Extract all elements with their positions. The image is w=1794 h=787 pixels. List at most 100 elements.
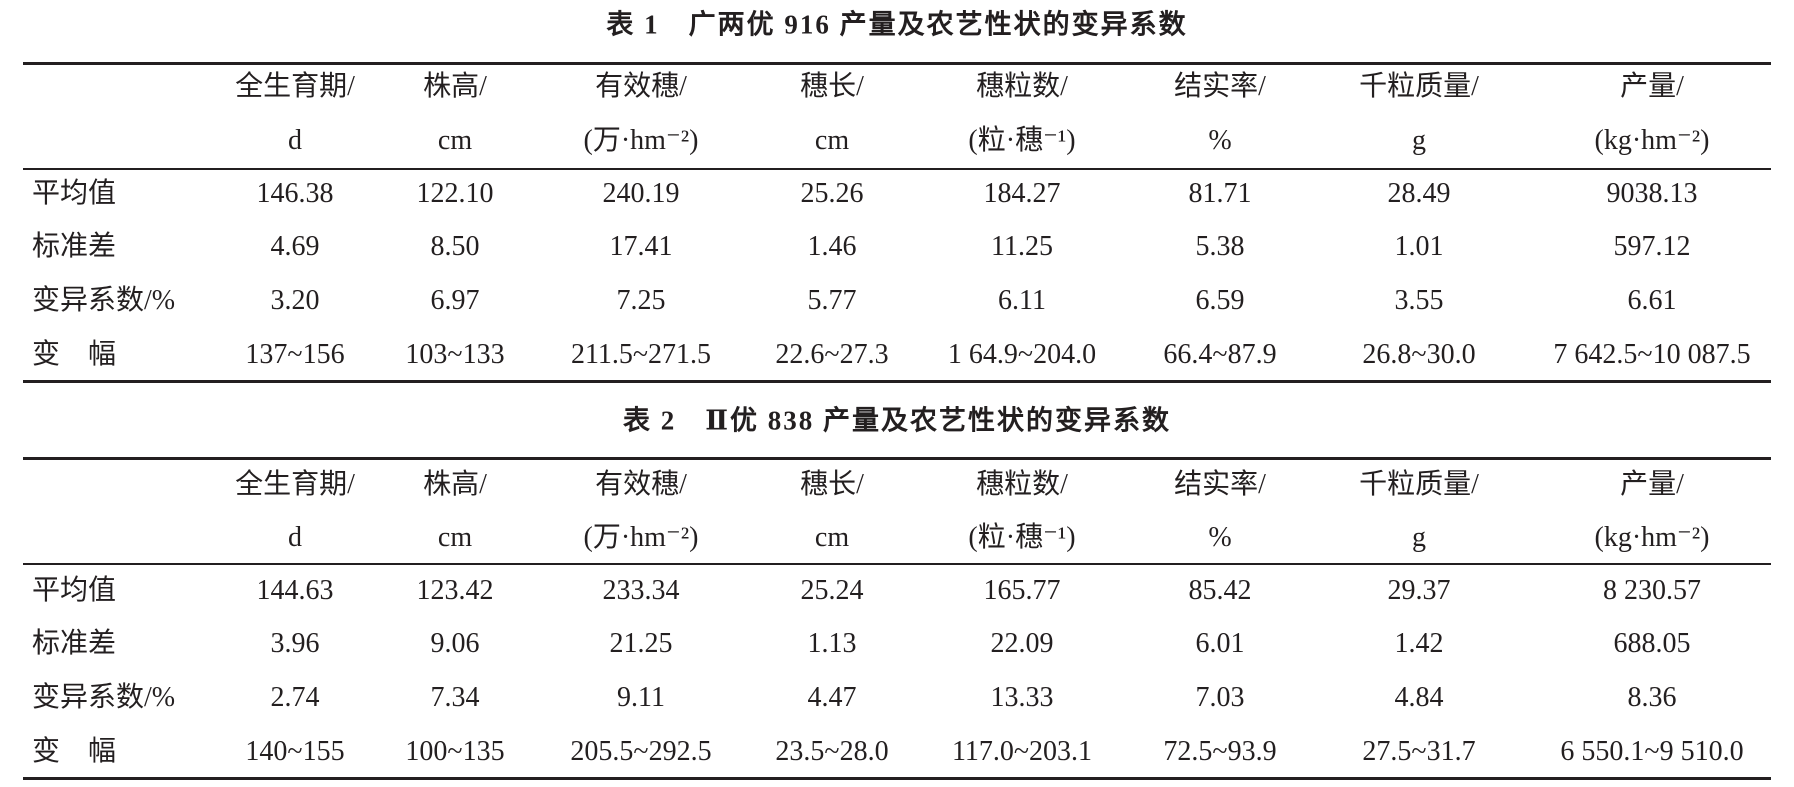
table-cell: 66.4~87.9: [1163, 339, 1277, 370]
table-cell: 3.20: [270, 285, 320, 316]
table-cell: 140~155: [245, 736, 345, 767]
table-cell: 117.0~203.1: [951, 736, 1093, 767]
table-cell: 123.42: [416, 575, 494, 606]
row-label: 变 幅: [32, 339, 117, 370]
table-cell: 7 642.5~10 087.5: [1553, 339, 1751, 370]
column-header: 有效穗/: [595, 469, 687, 500]
table-cell: 6.01: [1195, 628, 1245, 659]
table-cell: 597.12: [1613, 231, 1691, 262]
table-cell: 72.5~93.9: [1163, 736, 1277, 767]
table-rule: [23, 168, 1771, 170]
table-cell: 27.5~31.7: [1362, 736, 1476, 767]
column-unit: (万·hm⁻²): [583, 522, 699, 553]
column-unit: cm: [437, 522, 473, 553]
row-label: 变 幅: [32, 736, 117, 767]
table-title: 表 1 广两优 916 产量及农艺性状的变异系数: [606, 9, 1188, 40]
column-unit: cm: [437, 125, 473, 156]
table-cell: 7.03: [1195, 682, 1245, 713]
table-cell: 6 550.1~9 510.0: [1560, 736, 1744, 767]
table-cell: 688.05: [1613, 628, 1691, 659]
table-cell: 9.06: [430, 628, 480, 659]
table-cell: 25.24: [800, 575, 864, 606]
column-header: 株高/: [423, 71, 487, 102]
row-label: 变异系数/%: [32, 682, 176, 713]
column-unit: (粒·穗⁻¹): [968, 125, 1076, 156]
column-header: 结实率/: [1174, 469, 1266, 500]
column-header: 全生育期/: [235, 469, 355, 500]
table-cell: 7.25: [616, 285, 666, 316]
column-header: 株高/: [423, 469, 487, 500]
table-cell: 21.25: [609, 628, 673, 659]
table-cell: 22.09: [990, 628, 1054, 659]
table-cell: 6.97: [430, 285, 480, 316]
table-rule: [23, 457, 1771, 460]
table-cell: 1 64.9~204.0: [947, 339, 1097, 370]
table-rule: [23, 62, 1771, 65]
table-cell: 8 230.57: [1603, 575, 1701, 606]
table-cell: 6.59: [1195, 285, 1245, 316]
column-header: 全生育期/: [235, 71, 355, 102]
column-header: 穗粒数/: [976, 469, 1068, 500]
table-cell: 4.69: [270, 231, 320, 262]
column-unit: cm: [814, 522, 850, 553]
column-unit: g: [1412, 522, 1426, 553]
table-cell: 233.34: [602, 575, 680, 606]
table-rule: [23, 777, 1771, 780]
table-cell: 8.36: [1627, 682, 1677, 713]
column-header: 有效穗/: [595, 71, 687, 102]
column-unit: %: [1208, 522, 1232, 553]
table-cell: 3.55: [1394, 285, 1444, 316]
column-header: 产量/: [1620, 71, 1684, 102]
table-cell: 3.96: [270, 628, 320, 659]
table-cell: 4.47: [807, 682, 857, 713]
table-cell: 1.46: [807, 231, 857, 262]
row-label: 平均值: [32, 575, 117, 606]
table-cell: 1.13: [807, 628, 857, 659]
table-cell: 6.11: [998, 285, 1046, 316]
table-cell: 81.71: [1188, 178, 1252, 209]
table-cell: 29.37: [1387, 575, 1451, 606]
column-unit: (粒·穗⁻¹): [968, 522, 1076, 553]
column-unit: (kg·hm⁻²): [1594, 125, 1710, 156]
column-unit: g: [1412, 125, 1426, 156]
table-cell: 5.77: [807, 285, 857, 316]
table-cell: 23.5~28.0: [775, 736, 889, 767]
row-label: 标准差: [32, 628, 117, 659]
table-cell: 8.50: [430, 231, 480, 262]
table-cell: 28.49: [1387, 178, 1451, 209]
column-header: 千粒质量/: [1359, 469, 1479, 500]
column-unit: (万·hm⁻²): [583, 125, 699, 156]
table-cell: 6.61: [1627, 285, 1677, 316]
table-cell: 2.74: [270, 682, 320, 713]
table-cell: 7.34: [430, 682, 480, 713]
row-label: 平均值: [32, 178, 117, 209]
row-label: 标准差: [32, 231, 117, 262]
row-label: 变异系数/%: [32, 285, 176, 316]
column-unit: cm: [814, 125, 850, 156]
column-header: 产量/: [1620, 469, 1684, 500]
column-header: 穗长/: [800, 71, 864, 102]
table-cell: 9038.13: [1606, 178, 1698, 209]
column-unit: (kg·hm⁻²): [1594, 522, 1710, 553]
table-cell: 240.19: [602, 178, 680, 209]
column-unit: d: [288, 125, 302, 156]
table-cell: 100~135: [405, 736, 505, 767]
table-cell: 1.01: [1394, 231, 1444, 262]
table-cell: 4.84: [1394, 682, 1444, 713]
table-cell: 122.10: [416, 178, 494, 209]
table-cell: 103~133: [405, 339, 505, 370]
table-cell: 11.25: [991, 231, 1053, 262]
table-title: 表 2 Ⅱ优 838 产量及农艺性状的变异系数: [622, 405, 1172, 436]
table-cell: 146.38: [256, 178, 334, 209]
column-header: 结实率/: [1174, 71, 1266, 102]
table-cell: 17.41: [609, 231, 673, 262]
table-cell: 26.8~30.0: [1362, 339, 1476, 370]
table-cell: 22.6~27.3: [775, 339, 889, 370]
table-cell: 13.33: [990, 682, 1054, 713]
table-cell: 137~156: [245, 339, 345, 370]
column-header: 千粒质量/: [1359, 71, 1479, 102]
column-unit: %: [1208, 125, 1232, 156]
column-header: 穗粒数/: [976, 71, 1068, 102]
column-unit: d: [288, 522, 302, 553]
